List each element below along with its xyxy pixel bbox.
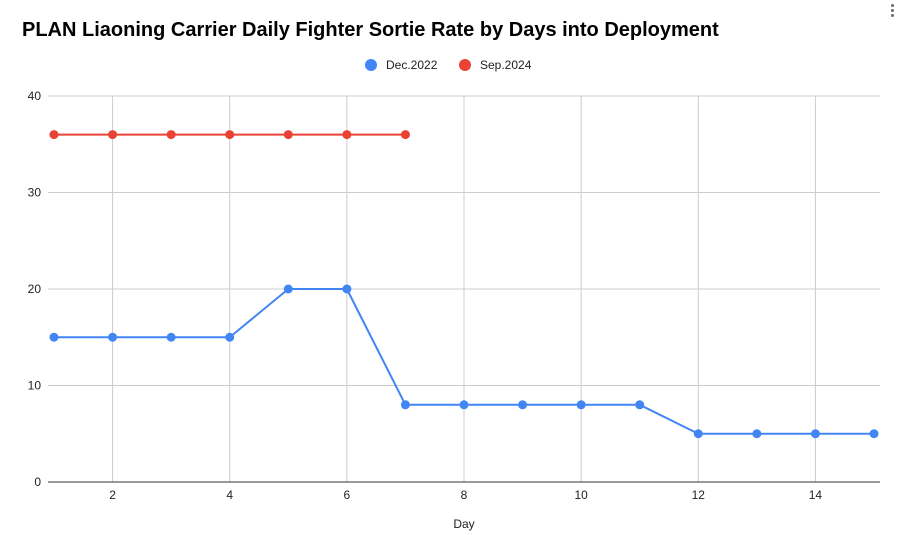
x-axis-ticks: 2 4 6 8 10 12 14 [109, 488, 822, 502]
legend-label: Dec.2022 [386, 58, 438, 72]
legend-label: Sep.2024 [480, 58, 532, 72]
data-point [283, 130, 293, 140]
data-point [693, 429, 703, 439]
x-tick-label: 14 [809, 488, 823, 502]
data-point [400, 400, 410, 410]
y-tick-label: 30 [28, 186, 42, 200]
data-point [459, 400, 469, 410]
x-tick-label: 12 [692, 488, 706, 502]
legend-marker [459, 59, 471, 71]
more-vert-icon[interactable] [886, 2, 898, 20]
y-tick-label: 10 [28, 379, 42, 393]
plot-area [49, 130, 879, 439]
data-point [108, 130, 118, 140]
y-axis-ticks: 0 10 20 30 40 [28, 89, 42, 489]
data-point [752, 429, 762, 439]
data-point [49, 130, 59, 140]
data-point [869, 429, 879, 439]
data-point [518, 400, 528, 410]
legend-marker [365, 59, 377, 71]
x-tick-label: 8 [461, 488, 468, 502]
y-tick-label: 0 [34, 475, 41, 489]
data-point [576, 400, 586, 410]
data-point [283, 284, 293, 294]
data-point [166, 332, 176, 342]
grid [48, 95, 880, 483]
data-point [166, 130, 176, 140]
x-tick-label: 6 [344, 488, 351, 502]
x-tick-label: 2 [109, 488, 116, 502]
x-axis-label: Day [453, 517, 474, 531]
data-point [108, 332, 118, 342]
data-point [810, 429, 820, 439]
x-tick-label: 10 [574, 488, 588, 502]
data-point [225, 130, 235, 140]
data-point [342, 284, 352, 294]
data-point [400, 130, 410, 140]
chart-title: PLAN Liaoning Carrier Daily Fighter Sort… [22, 19, 719, 41]
legend: Dec.2022 Sep.2024 [365, 58, 532, 72]
data-point [225, 332, 235, 342]
x-tick-label: 4 [226, 488, 233, 502]
y-tick-label: 20 [28, 282, 42, 296]
data-point [635, 400, 645, 410]
y-tick-label: 40 [28, 89, 42, 103]
data-point [342, 130, 352, 140]
data-point [49, 332, 59, 342]
